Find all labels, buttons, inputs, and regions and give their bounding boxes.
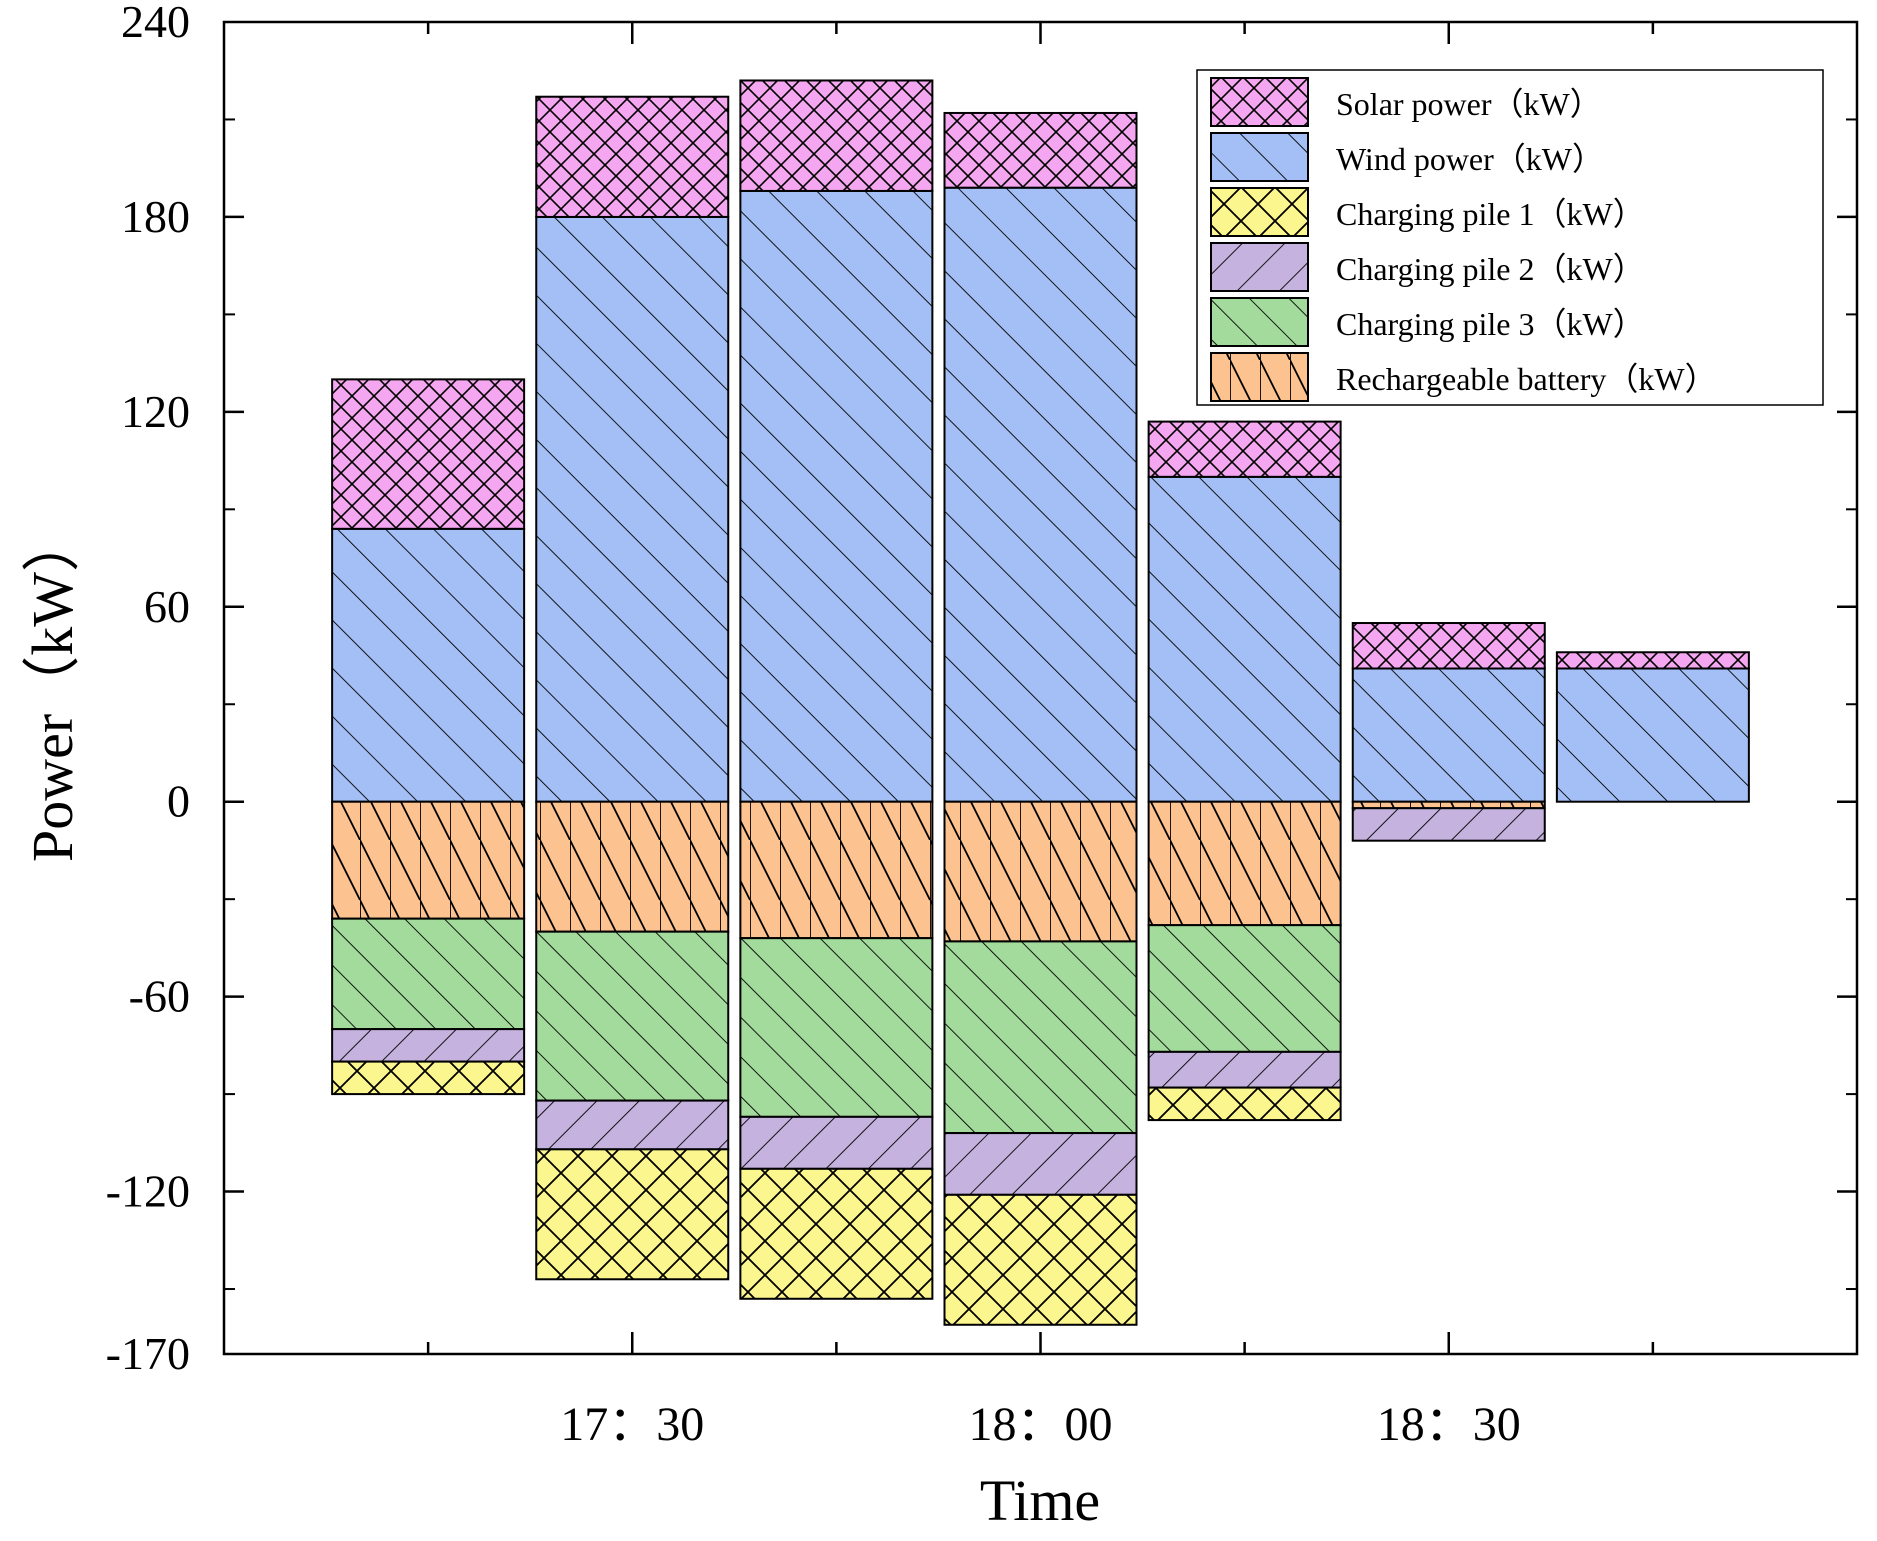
bar-wind-5 [1351,667,1546,803]
legend-label-wind: Wind power（kW） [1336,141,1604,177]
legend-swatch-pile2 [1210,242,1309,292]
legend-label-battery: Rechargeable battery（kW） [1336,361,1717,397]
y-tick-label-7: -170 [106,1328,190,1379]
bar-pile1-4 [1147,1086,1342,1122]
bar-solar-1 [535,95,730,218]
legend-swatch-solar [1210,77,1309,127]
bar-solar-0 [331,378,526,530]
x-axis: 17：30 18：00 18：30 [426,22,1655,1451]
bar-battery-4 [1147,800,1342,927]
y-tick-label-5: -60 [129,971,190,1022]
bar-wind-2 [739,189,934,803]
bar-pile2-1 [535,1099,730,1151]
x-tick-label-2: 18：30 [1377,1398,1521,1451]
bar-wind-6 [1555,667,1750,803]
y-tick-label-0: 240 [121,0,190,47]
x-tick-label-1: 18：00 [968,1398,1112,1451]
bar-pile2-3 [943,1132,1138,1196]
bar-battery-2 [739,800,934,940]
legend-swatch-pile1 [1210,187,1309,237]
bar-pile1-2 [739,1167,934,1300]
legend-label-pile1: Charging pile 1（kW） [1336,196,1645,232]
bar-pile3-3 [943,940,1138,1135]
legend-swatch-pile3 [1210,297,1309,347]
y-tick-label-1: 180 [121,191,190,242]
bar-wind-1 [535,215,730,803]
x-tick-label-0: 17：30 [560,1398,704,1451]
bar-pile2-2 [739,1115,934,1170]
bar-pile3-1 [535,930,730,1102]
y-tick-label-3: 60 [144,581,190,632]
legend-swatch-battery [1210,352,1309,402]
bar-battery-0 [331,800,526,920]
y-axis: 240 180 120 60 0 -60 -120 -170 [106,0,1857,1379]
x-axis-label: Time [980,1468,1100,1533]
bar-solar-5 [1351,622,1546,670]
bar-pile2-5 [1351,807,1546,842]
bar-pile2-0 [331,1028,526,1063]
legend: Solar power（kW） Wind power（kW） Charging pi… [1196,69,1824,406]
bar-wind-0 [331,527,526,803]
bar-solar-4 [1147,420,1342,478]
bar-solar-3 [943,111,1138,189]
bars-group [331,79,1750,1326]
y-axis-label: Power（kW） [20,514,85,862]
bar-wind-4 [1147,475,1342,803]
legend-label-pile2: Charging pile 2（kW） [1336,251,1645,287]
bar-pile3-0 [331,917,526,1031]
bar-pile3-2 [739,937,934,1118]
bar-pile1-3 [943,1193,1138,1326]
bar-solar-6 [1555,651,1750,670]
y-tick-label-2: 120 [121,386,190,437]
bar-pile1-0 [331,1060,526,1096]
bar-pile3-4 [1147,924,1342,1053]
legend-label-solar: Solar power（kW） [1336,86,1602,122]
bar-pile1-1 [535,1148,730,1281]
legend-swatch-wind [1210,132,1309,182]
bar-battery-3 [943,800,1138,943]
bar-wind-3 [943,186,1138,803]
y-tick-label-4: 0 [167,776,190,827]
bar-pile2-4 [1147,1050,1342,1089]
bar-solar-2 [739,79,934,192]
legend-label-pile3: Charging pile 3（kW） [1336,306,1645,342]
y-tick-label-6: -120 [106,1166,190,1217]
bar-battery-1 [535,800,730,933]
